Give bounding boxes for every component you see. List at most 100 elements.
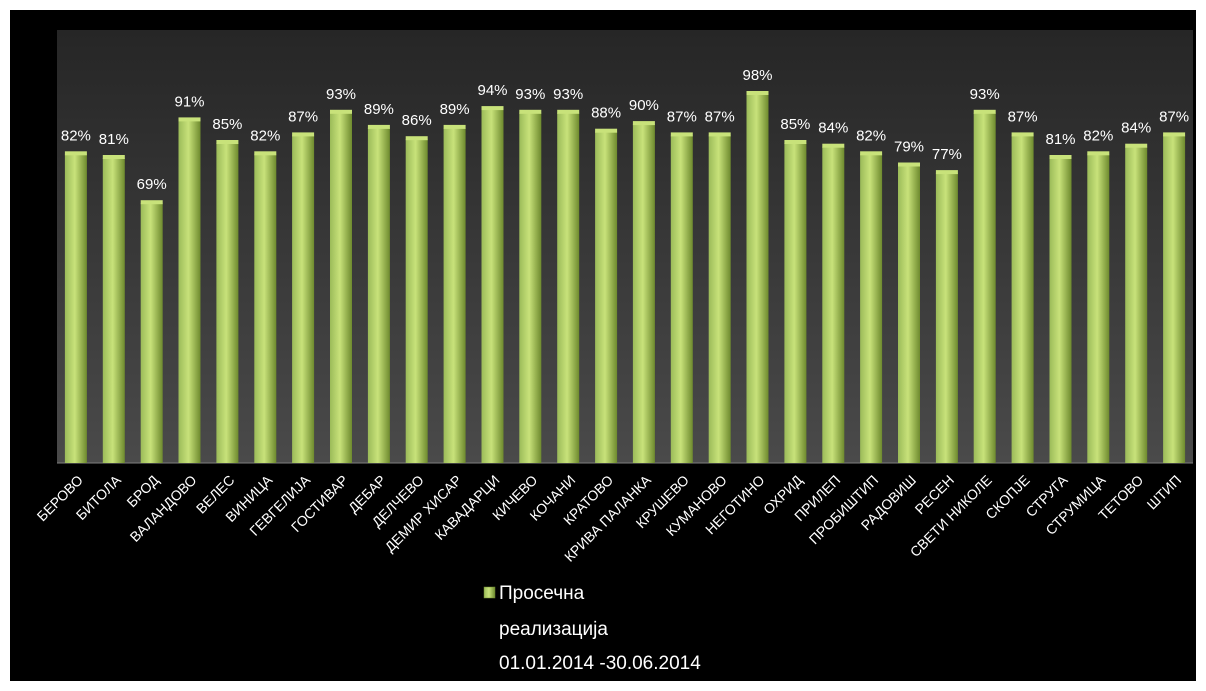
bar [254,154,277,464]
bar [595,131,618,463]
data-label: 85% [212,116,242,133]
bar-top-cap [784,140,807,144]
bar [292,135,315,463]
data-labels-group: 82% 81% 69% 91% 85% 82% 87% 93% 89% 86% 89% 94% 93% 9… [61,67,1189,193]
data-label: 93% [515,86,545,103]
data-label: 85% [780,116,810,133]
bar-top-cap [860,151,883,156]
data-label: 87% [1008,108,1038,125]
data-label: 88% [591,105,621,122]
bar [973,112,996,464]
bar [784,143,807,463]
bar [935,173,958,463]
bar [140,203,163,463]
data-label: 87% [667,108,697,125]
data-label: 93% [553,86,583,103]
legend-series-name-line-2: реализација [499,619,608,640]
bar-top-cap [102,155,125,159]
bar-top-cap [822,143,845,148]
bar-top-cap [595,128,618,133]
bar [557,112,580,464]
data-label: 87% [288,108,318,125]
bar [746,94,769,463]
bar [860,154,883,464]
chart-frame: 82% 81% 69% 91% 85% 82% 87% 93% 89% 86% 89% 94% 93% 9… [10,10,1196,681]
bar [1087,154,1110,464]
data-label: 79% [894,139,924,156]
bar [898,165,920,463]
bar-top-cap [254,151,277,156]
bar-top-cap [1011,132,1034,137]
legend-swatch [483,586,496,599]
bar-top-cap [670,132,693,137]
data-label: 89% [364,101,394,118]
data-label: 93% [970,86,1000,103]
data-label: 98% [742,67,772,84]
bar-top-cap [898,162,920,167]
bar-top-cap [292,132,315,137]
bar [330,112,352,464]
bar-top-cap [1125,143,1148,148]
data-label: 84% [1121,120,1151,137]
data-label: 91% [174,93,204,110]
bars-group [64,91,1186,464]
bar [1125,146,1148,463]
bar [216,143,239,463]
data-label: 81% [1045,131,1075,148]
bar [64,154,87,464]
data-label: 82% [61,127,91,144]
bar [708,135,731,463]
data-label: 81% [99,131,129,148]
data-label: 87% [1159,108,1189,125]
bar-top-cap [330,109,352,114]
bar-top-cap [1163,132,1186,137]
data-label: 82% [1083,127,1113,144]
legend-series-name-line-1: Просечна [499,583,585,604]
bar-top-cap [1049,155,1072,159]
bar-top-cap [1087,151,1110,156]
data-label: 69% [137,176,167,193]
bar-top-cap [973,109,996,114]
data-label: 94% [477,82,507,99]
data-label: 82% [250,127,280,144]
data-label: 82% [856,127,886,144]
bar [367,127,390,464]
bar [1011,135,1034,463]
data-label: 77% [932,146,962,163]
bar-top-cap [557,109,580,114]
bar-top-cap [178,117,201,122]
bar [481,109,504,463]
bar [443,127,466,464]
plot-area [57,30,1193,463]
bar-top-cap [140,200,163,205]
bar-chart: 82% 81% 69% 91% 85% 82% 87% 93% 89% 86% 89% 94% 93% 9… [34,30,1193,674]
bar [519,112,542,464]
bar-top-cap [708,132,731,137]
bar [670,135,693,463]
data-label: 93% [326,86,356,103]
bar [632,124,655,463]
bar-top-cap [632,121,655,126]
bar-top-cap [481,106,504,111]
data-label: 89% [440,101,470,118]
bar-top-cap [519,109,542,114]
bar-top-cap [443,124,466,129]
x-tick-label: ВАЛАНДОВО [127,472,200,545]
bar [1049,158,1072,463]
bar-top-cap [746,91,769,95]
bar-top-cap [64,151,87,156]
data-label: 84% [818,120,848,137]
bar-top-cap [405,136,428,141]
bar [178,120,201,464]
legend-series-name-line-3: 01.01.2014 -30.06.2014 [499,653,701,674]
bar [405,139,428,463]
bar-top-cap [935,170,958,175]
bar [102,158,125,463]
bar-top-cap [367,124,390,129]
x-tick-label: ШТИП [1144,472,1185,513]
data-label: 90% [629,97,659,114]
data-label: 86% [402,112,432,129]
bar-top-cap [216,140,239,144]
bar [822,146,845,463]
